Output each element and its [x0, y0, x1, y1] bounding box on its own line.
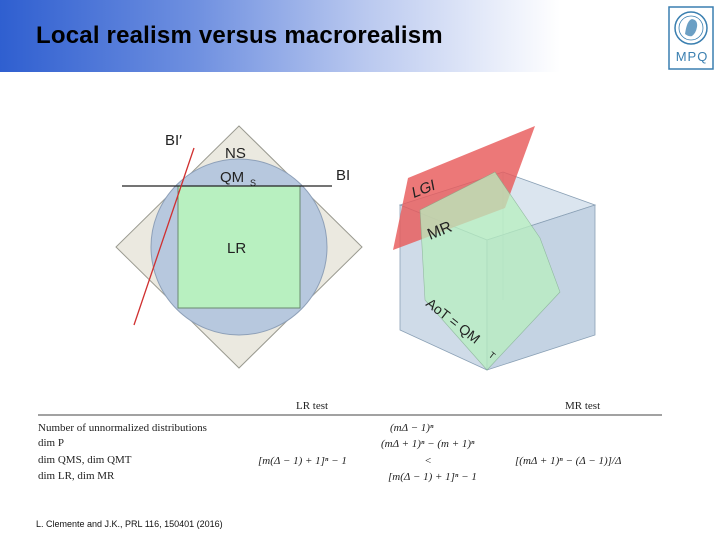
- label-lr: LR: [227, 240, 246, 257]
- label-qm: QM: [220, 169, 244, 186]
- cell-lr-dimqm: [m(Δ − 1) + 1]ⁿ − 1: [258, 455, 347, 467]
- aot-region: [419, 171, 561, 371]
- bi-prime-line: [133, 147, 195, 326]
- logo-text: MPQ: [675, 49, 709, 64]
- row-dim-lr: dim LR, dim MR: [38, 470, 115, 482]
- table-header-lr: LR test: [296, 400, 328, 412]
- comparison-table: LR test MR test Number of unnormalized d…: [38, 400, 662, 483]
- cell-mr-unnorm: (mΔ − 1)ⁿ: [390, 422, 434, 434]
- right-diagram: LGI MR AoT = QM T: [393, 126, 597, 371]
- row-dim-p: dim P: [38, 437, 64, 449]
- label-bi: BI: [336, 167, 350, 184]
- mpq-logo-icon: [668, 6, 714, 70]
- slide-title: Local realism versus macrorealism: [36, 22, 443, 49]
- row-dim-qm: dim QMS, dim QMT: [38, 454, 132, 466]
- citation: L. Clemente and J.K., PRL 116, 150401 (2…: [36, 519, 223, 529]
- table-header-mr: MR test: [565, 400, 600, 412]
- cell-mr-dimp: (mΔ + 1)ⁿ − (m + 1)ⁿ: [381, 438, 475, 450]
- title-bar: [0, 0, 560, 72]
- label-aot-sub: T: [487, 350, 498, 362]
- label-bi-prime: BI′: [165, 132, 182, 149]
- lr-square: [177, 185, 301, 309]
- cell-lt: <: [425, 455, 431, 467]
- label-qm-sub: S: [250, 178, 256, 188]
- left-diagram: BI′ NS QM S BI LR: [115, 125, 363, 369]
- label-ns: NS: [225, 145, 246, 162]
- cell-mr-dimqm: [(mΔ + 1)ⁿ − (Δ − 1)]/Δ: [515, 455, 621, 467]
- cell-lr-dimlr: [m(Δ − 1) + 1]ⁿ − 1: [388, 471, 477, 483]
- row-unnormalized: Number of unnormalized distributions: [38, 422, 207, 434]
